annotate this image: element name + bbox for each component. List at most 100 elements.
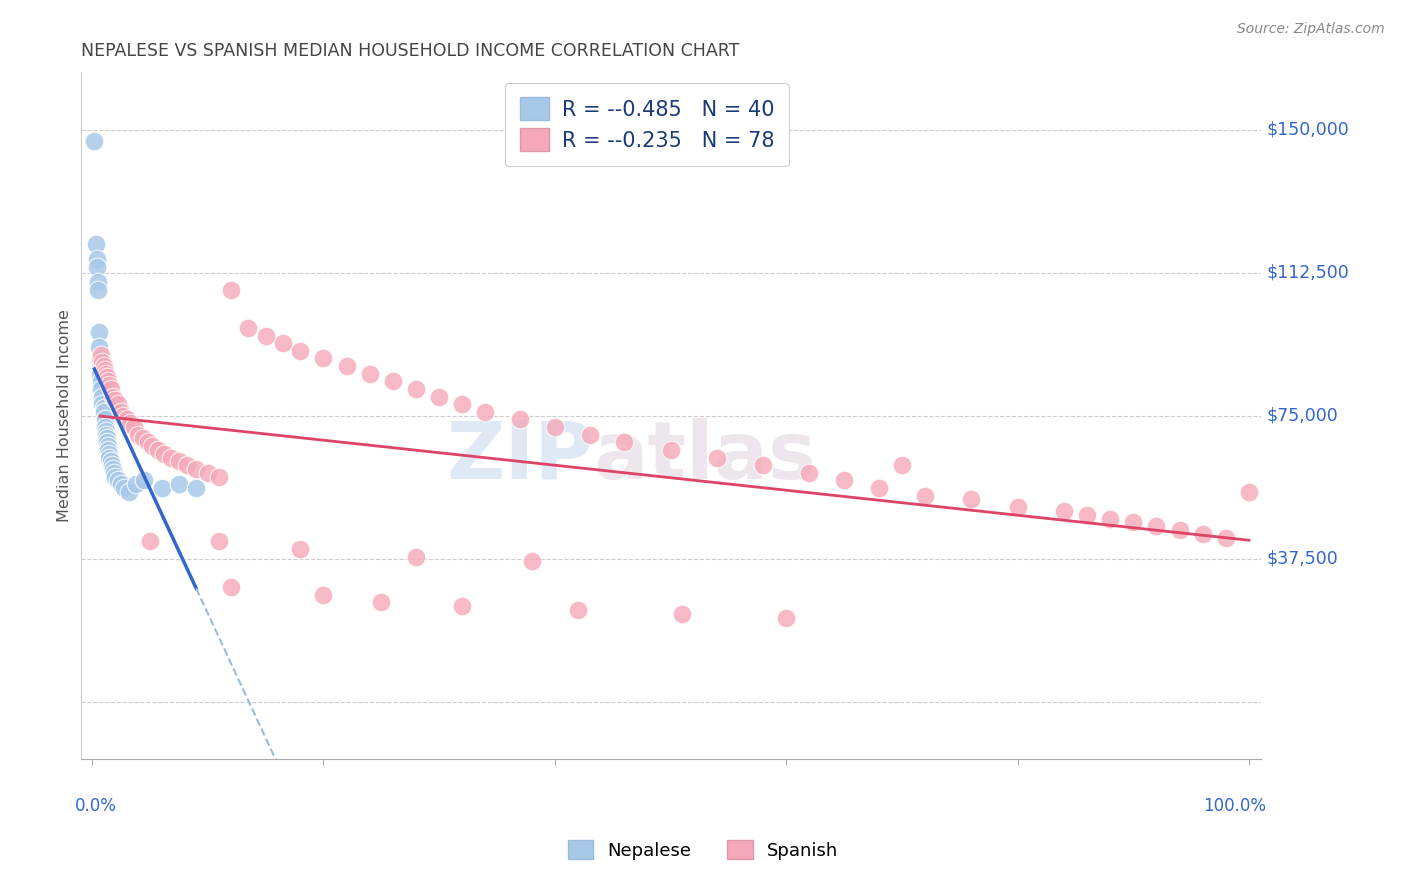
Point [167,477,190,491]
Point [219,580,242,594]
Point [336,359,359,373]
Point [136,435,159,450]
Point [93,405,115,419]
Point [122,420,145,434]
Point [868,481,890,495]
Point [120,416,142,430]
Point [110,405,132,419]
Point [90,382,112,396]
Point [706,450,728,465]
Point [1122,516,1144,530]
Point [146,442,169,457]
Point [381,374,404,388]
Point [94,412,117,426]
Point [101,462,124,476]
Point [87,283,110,297]
Point [94,367,117,381]
Text: $75,000: $75,000 [1267,407,1339,425]
Point [1007,500,1029,515]
Point [238,321,260,335]
Point [186,462,208,476]
Point [110,477,132,491]
Text: $150,000: $150,000 [1267,120,1350,138]
Point [1168,523,1191,537]
Text: $112,500: $112,500 [1267,264,1350,282]
Point [91,397,114,411]
Point [139,534,162,549]
Point [290,343,312,358]
Text: Source: ZipAtlas.com: Source: ZipAtlas.com [1237,22,1385,37]
Point [960,492,983,507]
Point [567,603,589,617]
Point [100,458,122,472]
Point [97,439,120,453]
Point [115,412,138,426]
Point [1053,504,1076,518]
Y-axis label: Median Household Income: Median Household Income [58,310,72,522]
Point [451,397,474,411]
Point [96,432,118,446]
Point [84,237,107,252]
Text: ZIP: ZIP [447,417,593,496]
Point [97,374,120,388]
Point [799,466,821,480]
Point [114,481,136,495]
Point [94,363,117,377]
Point [312,588,335,602]
Point [1076,508,1098,522]
Point [104,469,127,483]
Point [94,420,117,434]
Point [613,435,636,450]
Point [134,474,156,488]
Point [86,252,108,267]
Point [94,427,117,442]
Point [197,466,219,480]
Point [89,355,111,369]
Point [98,378,121,392]
Point [96,435,118,450]
Point [271,336,294,351]
Point [891,458,914,472]
Point [186,481,208,495]
Point [104,393,127,408]
Point [312,351,335,366]
Point [107,474,129,488]
Point [100,382,122,396]
Point [89,351,111,366]
Text: atlas: atlas [593,417,817,496]
Point [90,348,112,362]
Point [914,489,936,503]
Point [474,405,496,419]
Point [208,469,231,483]
Point [520,553,543,567]
Point [93,359,115,373]
Point [167,454,190,468]
Point [775,610,797,624]
Point [97,442,120,457]
Point [208,534,231,549]
Point [87,340,110,354]
Point [87,325,110,339]
Point [125,477,148,491]
Point [98,447,121,461]
Point [290,542,312,557]
Point [671,607,693,621]
Point [1146,519,1168,533]
Point [578,427,600,442]
Point [87,275,110,289]
Point [91,390,114,404]
Point [254,328,277,343]
Point [370,595,392,609]
Point [427,390,450,404]
Point [176,458,198,472]
Point [1237,484,1260,499]
Point [89,367,111,381]
Point [153,447,176,461]
Point [107,397,129,411]
Point [141,439,163,453]
Point [150,481,173,495]
Point [93,401,115,415]
Point [100,454,122,468]
Point [90,374,112,388]
Point [544,420,567,434]
